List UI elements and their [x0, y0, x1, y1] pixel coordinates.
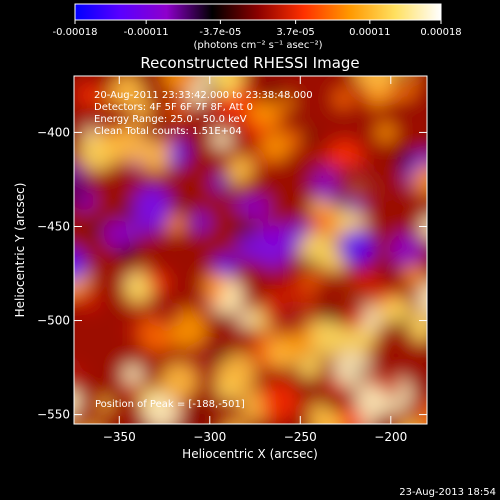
colorbar: -0.00018 -0.00011 -3.7e-05 3.7e-05 0.00011 0.…	[53, 3, 462, 51]
x-tick-label: −250	[284, 430, 317, 444]
y-tick-label: −400	[37, 125, 70, 139]
y-axis-ticks: −400 −450 −500 −550	[37, 125, 427, 422]
colorbar-tick-label: 0.00011	[349, 27, 390, 38]
annotation-line: Energy Range: 25.0 - 50.0 keV	[94, 114, 247, 125]
colorbar-tick-label: 0.00018	[420, 27, 461, 38]
colorbar-tick-label: -0.00018	[53, 27, 98, 38]
plot-frame	[73, 75, 428, 425]
plot-area	[74, 76, 427, 424]
colorbar-gradient	[74, 3, 442, 21]
peak-position-label: Position of Peak = [-188,-501]	[95, 399, 245, 410]
x-tick-label: −350	[103, 430, 136, 444]
chart-title: Reconstructed RHESSI Image	[140, 54, 359, 72]
annotation-line: 20-Aug-2011 23:33:42.000 to 23:38:48.000	[94, 90, 313, 101]
x-tick-label: −200	[374, 430, 407, 444]
annotation-line: Clean Total counts: 1.51E+04	[94, 126, 242, 137]
heatmap-image	[74, 76, 427, 424]
observation-annotations: 20-Aug-2011 23:33:42.000 to 23:38:48.000…	[94, 90, 313, 137]
x-tick-label: −300	[193, 430, 226, 444]
colorbar-units: (photons cm⁻² s⁻¹ asec⁻²)	[193, 40, 322, 51]
y-tick-label: −500	[37, 314, 70, 328]
footer-date: 23-Aug-2013 18:54	[399, 487, 496, 498]
x-axis-ticks: −350 −300 −250 −200	[103, 76, 407, 444]
colorbar-tick-label: -3.7e-05	[199, 27, 241, 38]
y-tick-label: −550	[37, 408, 70, 422]
x-axis-label: Heliocentric X (arcsec)	[182, 447, 318, 461]
colorbar-tick-label: -0.00011	[124, 27, 169, 38]
y-tick-label: −450	[37, 219, 70, 233]
colorbar-ticks: -0.00018 -0.00011 -3.7e-05 3.7e-05 0.00011 0.…	[53, 20, 462, 38]
y-axis-label: Heliocentric Y (arcsec)	[13, 183, 27, 318]
annotation-line: Detectors: 4F 5F 6F 7F 8F, Att 0	[94, 102, 253, 113]
colorbar-tick-label: 3.7e-05	[276, 27, 314, 38]
